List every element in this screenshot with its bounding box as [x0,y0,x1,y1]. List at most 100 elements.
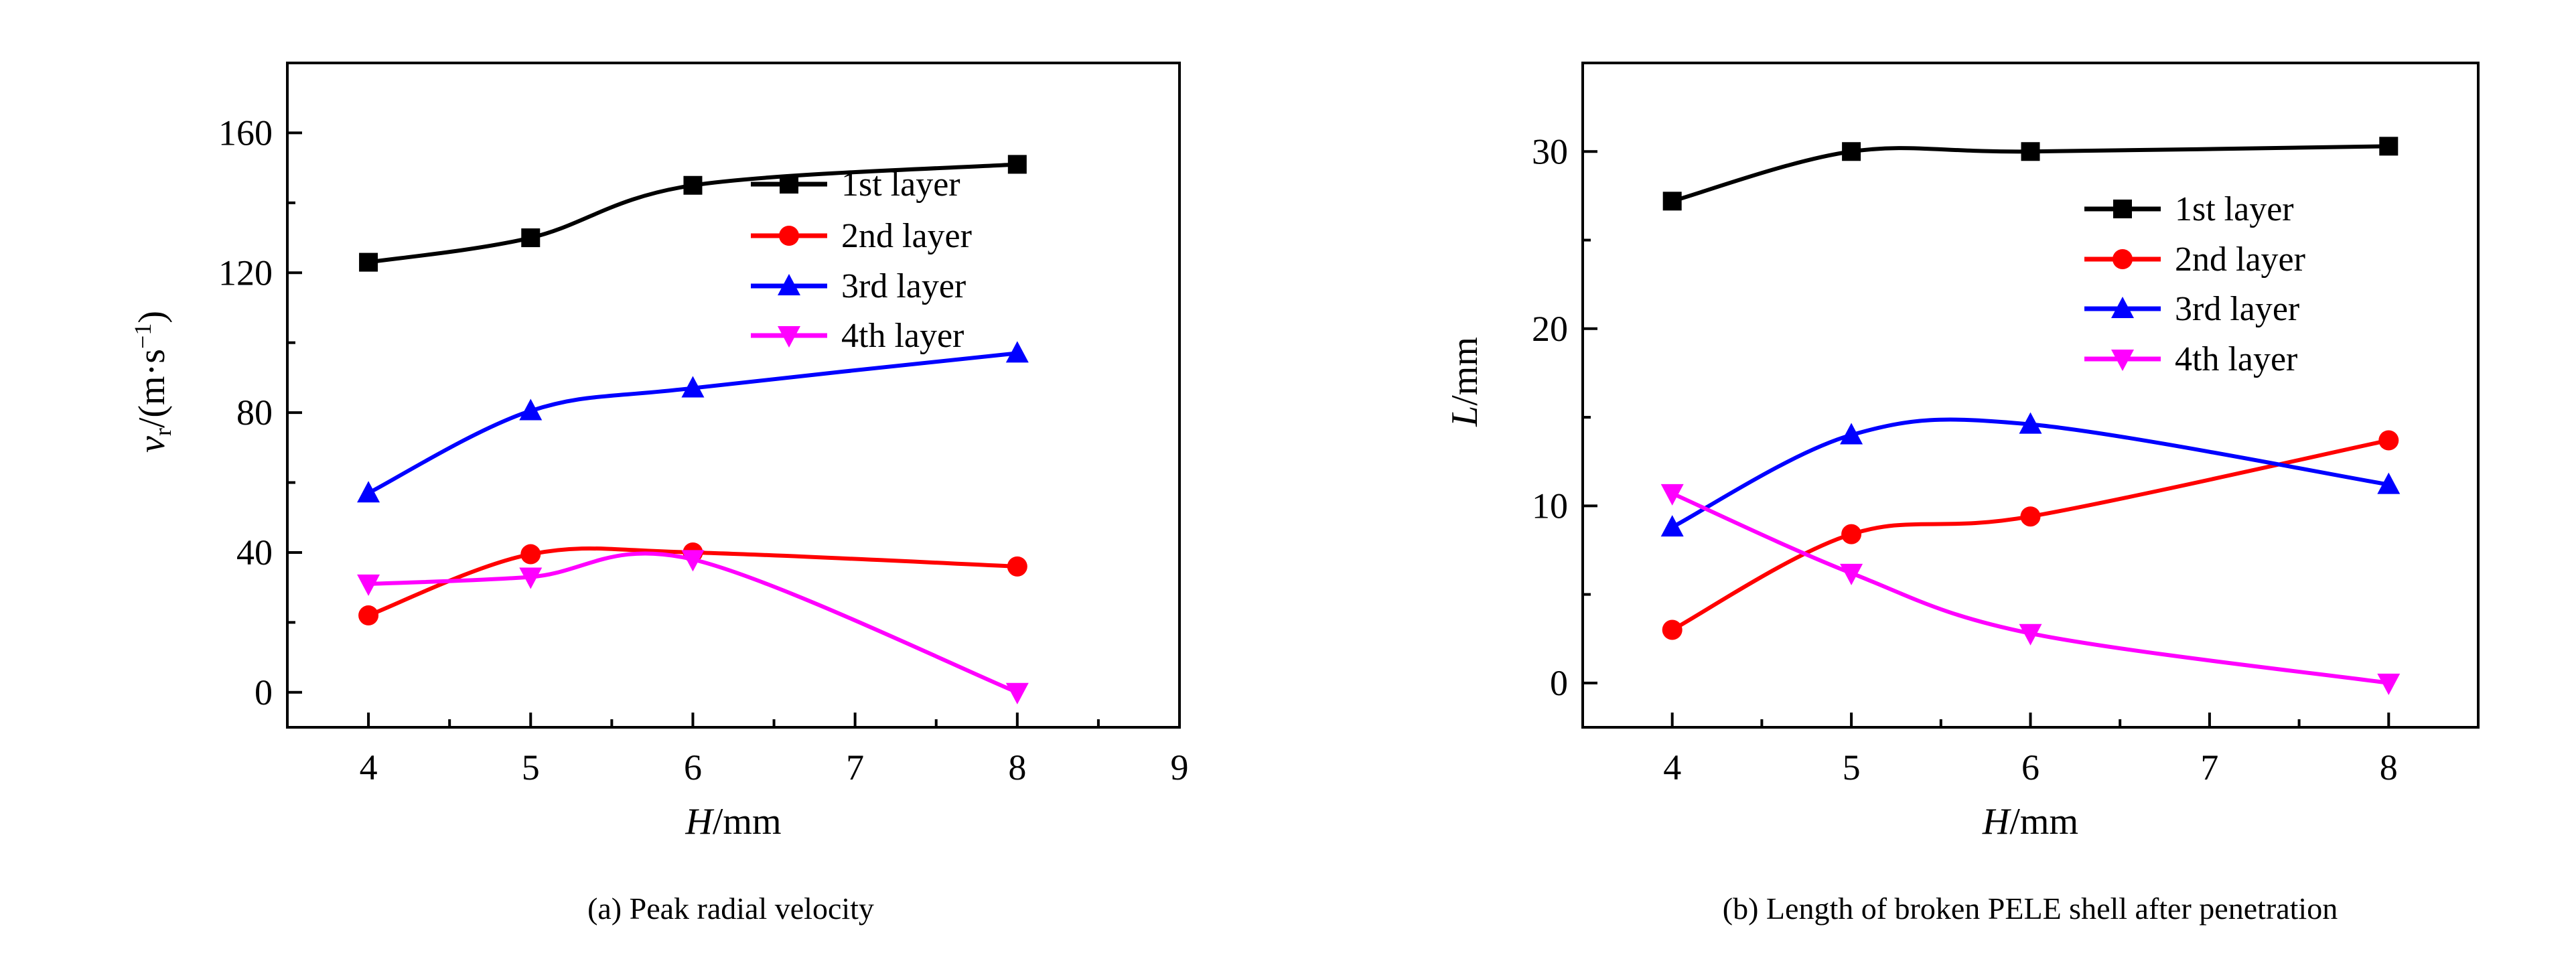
legend-label: 1st layer [2175,190,2294,228]
data-point [2378,430,2399,451]
series-4 [1660,484,2401,695]
x-label-unit: /mm [2009,801,2078,842]
legend-marker [2111,350,2134,371]
y-tick-label: 20 [1532,309,1568,349]
legend-marker [2111,297,2134,318]
data-point [519,567,543,589]
series-line [1671,492,2389,685]
y-label-var: L [1444,406,1486,427]
data-point [359,252,378,272]
plot-frame [1581,62,2480,729]
data-point [1662,619,1683,640]
legend-marker [2113,200,2132,218]
y-tick-label: 160 [218,113,273,153]
data-point [1842,142,1861,161]
series-line [368,162,1018,265]
legend-marker [778,326,800,348]
x-label-var: H [1982,801,2011,842]
y-axis-label: L/mm [1444,337,1486,427]
x-tick-label: 7 [2200,747,2218,788]
data-point [2019,623,2042,646]
data-point [1005,682,1029,705]
x-tick-label: 8 [1008,747,1026,788]
data-point [1841,524,1862,544]
x-tick-label: 6 [684,747,702,788]
data-point [1007,556,1027,577]
x-tick-label: 6 [2021,747,2040,788]
x-tick-label: 5 [522,747,540,788]
y-tick-label: 120 [218,252,273,293]
legend-label: 3rd layer [841,267,966,305]
data-point [2020,506,2041,527]
y-label-close: ) [131,311,173,323]
series-line [368,551,1018,694]
x-label-unit: /mm [713,801,782,842]
y-label-sub: r [149,428,176,436]
x-tick-label: 4 [360,747,378,788]
legend-label: 2nd layer [2175,240,2305,279]
data-point [1840,423,1863,445]
data-point [2021,142,2040,161]
series-3 [1660,412,2401,537]
data-point [1660,515,1684,537]
data-point [519,398,543,421]
series-1 [359,155,1027,272]
series-line [1671,417,2389,529]
legend-label: 4th layer [841,317,964,355]
data-point [1007,155,1027,174]
y-tick-label: 80 [236,392,273,433]
data-point [357,481,380,503]
y-tick-label: 40 [236,532,273,573]
data-point [1840,563,1863,585]
data-point [357,574,380,596]
legend-label: 1st layer [841,165,960,204]
series-line [367,351,1018,495]
series-3 [357,341,1029,503]
series-1 [1662,137,2399,211]
data-point [681,376,705,398]
legend-marker [780,175,798,194]
series-2 [1662,430,2399,640]
data-point [358,605,379,625]
x-label-var: H [685,801,714,842]
legend-marker [779,226,799,246]
series-line [1671,144,2389,204]
x-tick-label: 5 [1843,747,1861,788]
y-tick-label: 0 [255,672,273,713]
series-4 [357,550,1029,705]
data-point [1005,341,1029,363]
data-point [1662,192,1682,211]
x-tick-label: 4 [1663,747,1681,788]
series-line [1671,438,2389,632]
data-point [2379,137,2399,156]
data-point [681,550,705,572]
data-point [1660,484,1684,506]
chart-b: 0 10 20 30 4 5 6 7 8 1st layer 2nd layer 3rd layer 4… [1444,62,2480,926]
legend-marker [778,274,800,295]
legend-label: 2nd layer [841,217,972,255]
chart-caption: (a) Peak radial velocity [587,891,874,926]
data-point [2019,412,2042,434]
legend-label: 4th layer [2175,340,2297,378]
legend-marker [2113,249,2133,269]
chart-a: 0 40 80 120 160 4 5 6 7 8 9 1st layer 2nd layer 3rd l… [129,62,1189,926]
y-label-unit: /mm [1444,337,1486,406]
chart-caption: (b) Length of broken PELE shell after pe… [1723,891,2338,926]
y-label-sup: −1 [129,323,156,349]
y-tick-label: 30 [1532,131,1568,171]
y-tick-label: 0 [1550,663,1568,703]
data-point [520,544,541,565]
x-tick-label: 8 [2380,747,2398,788]
data-point [521,228,541,248]
y-tick-label: 10 [1532,486,1568,526]
x-axis-label: H/mm [685,801,781,842]
y-axis-label: vr/(m·s−1) [129,311,176,453]
data-point [2377,673,2401,695]
data-point [683,175,703,195]
data-point [2377,472,2401,494]
y-label-var: v [131,436,173,453]
y-label-unit: /(m·s [131,349,173,428]
x-tick-label: 9 [1171,747,1189,788]
x-axis-label: H/mm [1982,801,2078,842]
